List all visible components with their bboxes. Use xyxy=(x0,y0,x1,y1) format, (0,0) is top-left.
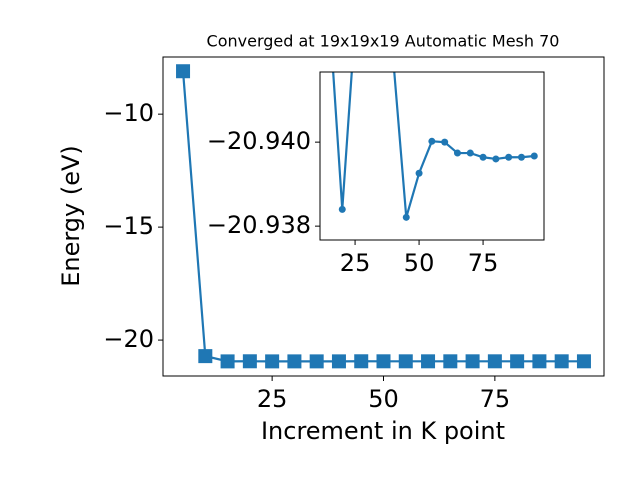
marker xyxy=(466,149,474,157)
marker xyxy=(331,354,346,369)
x-tick-label: 25 xyxy=(257,385,288,413)
marker xyxy=(338,205,346,213)
marker xyxy=(465,354,480,369)
y-tick-label: −10 xyxy=(103,99,154,127)
marker xyxy=(441,138,449,146)
marker xyxy=(505,153,513,161)
y-tick-label: −20.940 xyxy=(207,127,311,155)
y-tick-label: −15 xyxy=(103,212,154,240)
marker xyxy=(576,354,591,369)
x-tick-label: 50 xyxy=(404,249,435,277)
marker xyxy=(510,354,525,369)
marker xyxy=(220,354,235,369)
marker xyxy=(428,137,436,145)
x-tick-label: 50 xyxy=(368,385,399,413)
marker xyxy=(402,213,410,221)
x-tick-label: 25 xyxy=(340,249,371,277)
marker xyxy=(376,354,391,369)
marker xyxy=(443,354,458,369)
x-axis-label: Increment in K point xyxy=(261,417,505,445)
marker xyxy=(530,152,538,160)
marker xyxy=(354,354,369,369)
y-axis-label: Energy (eV) xyxy=(57,145,85,287)
marker xyxy=(398,354,413,369)
plot-clip xyxy=(332,72,538,221)
marker xyxy=(554,354,569,369)
marker xyxy=(492,155,500,163)
y-tick-label: −20.938 xyxy=(207,211,311,239)
marker xyxy=(176,64,191,79)
marker xyxy=(532,354,547,369)
marker xyxy=(487,354,502,369)
x-tick-label: 75 xyxy=(468,249,499,277)
marker xyxy=(265,354,280,369)
marker xyxy=(287,354,302,369)
marker xyxy=(453,149,461,157)
plot-clip xyxy=(176,64,591,369)
marker xyxy=(242,354,257,369)
axes-frame xyxy=(319,71,545,241)
marker xyxy=(198,349,213,364)
marker xyxy=(309,354,324,369)
marker xyxy=(421,354,436,369)
marker xyxy=(415,169,423,177)
marker xyxy=(479,153,487,161)
chart-title: Converged at 19x19x19 Automatic Mesh 70 xyxy=(207,32,560,51)
marker xyxy=(517,153,525,161)
y-tick-label: −20 xyxy=(103,325,154,353)
x-tick-label: 75 xyxy=(480,385,511,413)
